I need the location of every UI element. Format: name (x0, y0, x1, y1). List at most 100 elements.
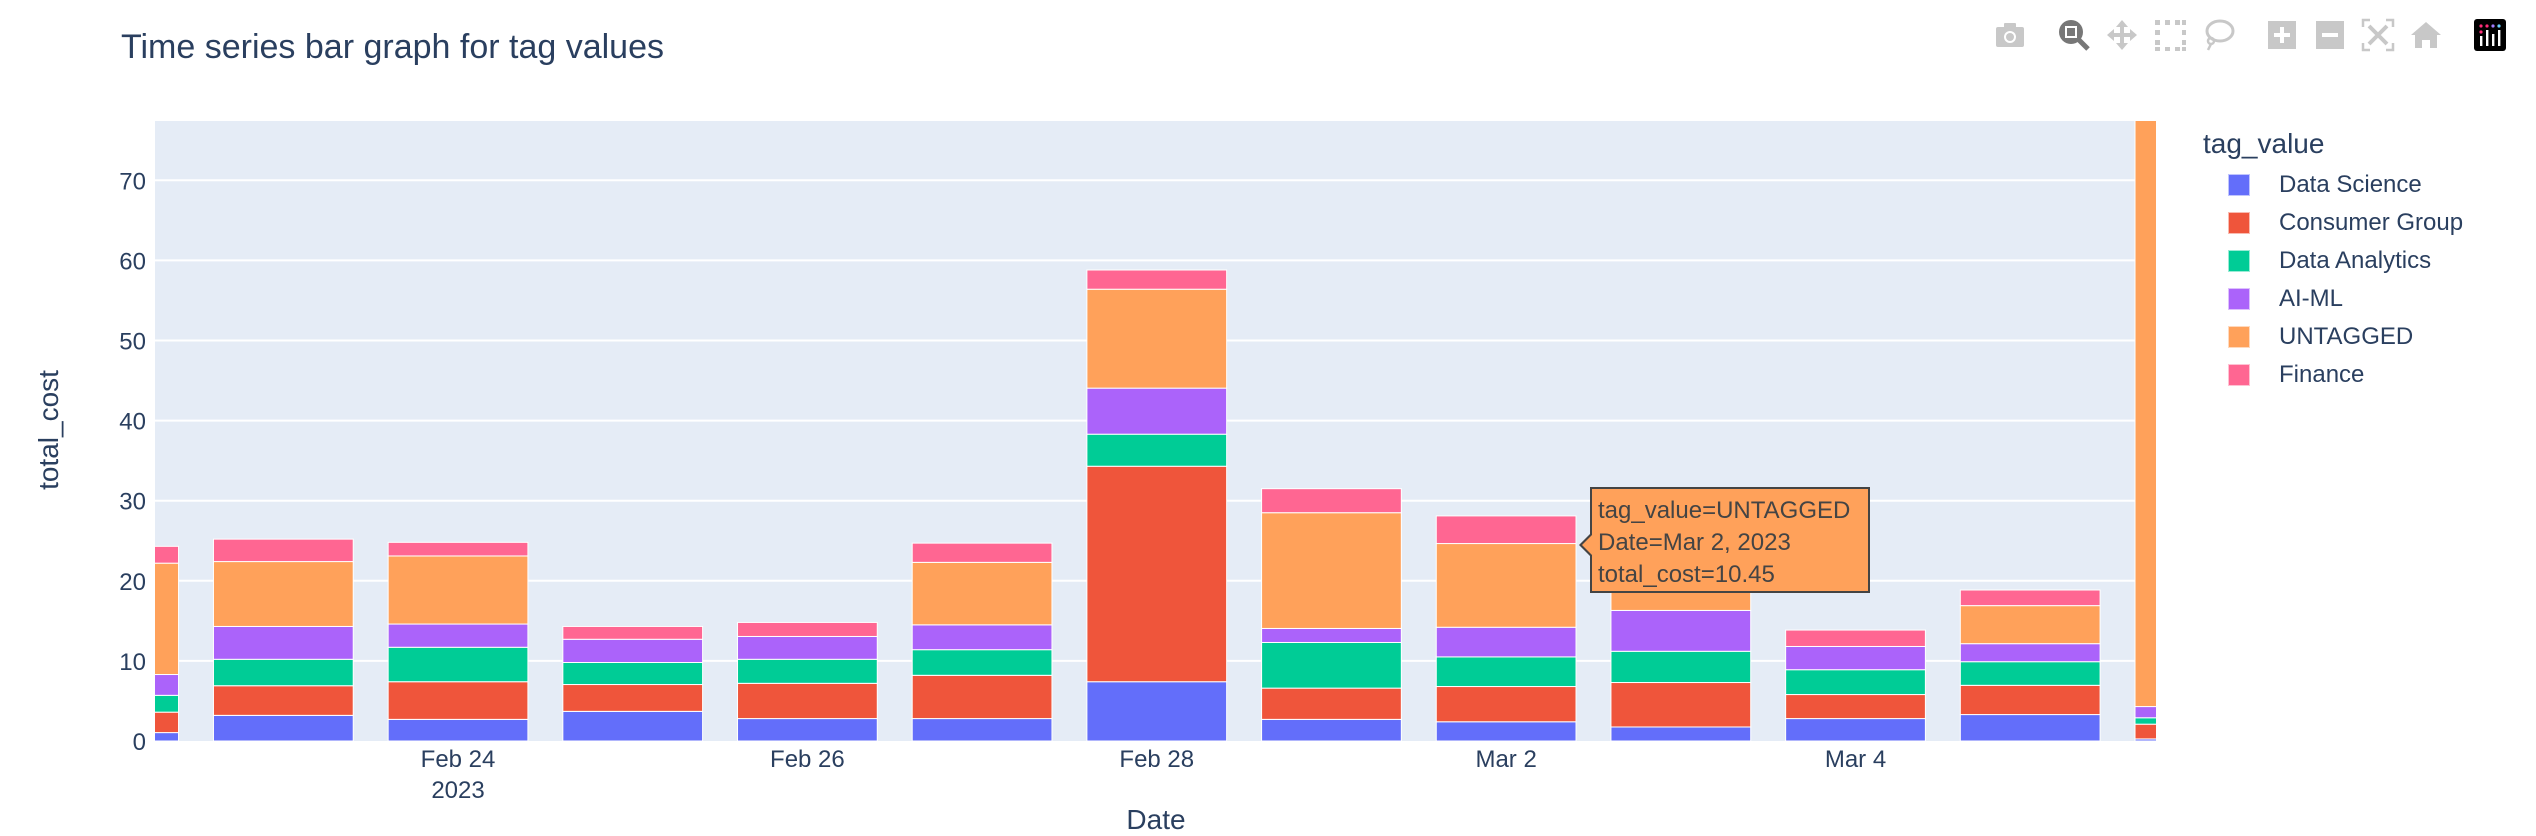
bar-segment-data-analytics[interactable] (2134, 717, 2275, 725)
bar-segment-ai-ml[interactable] (39, 674, 180, 696)
y-tick-label: 0 (133, 729, 146, 756)
bar-segment-data-science[interactable] (1610, 726, 1752, 741)
bar-segment-data-science[interactable] (1435, 721, 1577, 741)
legend-swatch (2228, 212, 2250, 234)
bar-segment-untagged[interactable] (212, 561, 354, 627)
legend-item-ai-ml[interactable]: AI-ML (2203, 280, 2463, 318)
bar-segment-data-science[interactable] (737, 718, 878, 741)
bar-segment-consumer-group[interactable] (1610, 682, 1752, 728)
y-axis-ticks: 0 10 20 30 40 50 60 70 (119, 168, 146, 756)
bar-segment-finance[interactable] (1435, 515, 1577, 545)
bar-segment-data-science[interactable] (212, 714, 354, 741)
bar-segment-ai-ml[interactable] (2134, 706, 2275, 719)
bar-segment-finance[interactable] (1959, 589, 2101, 607)
bar-segment-data-analytics[interactable] (39, 694, 180, 713)
bar-segment-untagged[interactable] (387, 555, 529, 625)
bar-segment-finance[interactable] (1785, 629, 1926, 647)
bar-segment-untagged[interactable] (1435, 543, 1577, 628)
bar-segment-consumer-group[interactable] (1785, 694, 1926, 720)
modebar (1990, 18, 2520, 54)
bar-segment-finance[interactable] (39, 545, 180, 564)
bar-segment-consumer-group[interactable] (387, 681, 529, 720)
bar-segment-ai-ml[interactable] (1959, 643, 2101, 663)
bar-segment-ai-ml[interactable] (737, 635, 878, 660)
bar-segment-data-analytics[interactable] (1261, 641, 1402, 689)
bar-segment-finance[interactable] (562, 625, 704, 640)
bar-segment-data-science[interactable] (1959, 714, 2101, 741)
bar-segment-data-analytics[interactable] (737, 658, 878, 684)
bar-segment-finance[interactable] (1086, 269, 1228, 290)
bar-segment-data-science[interactable] (1261, 718, 1402, 741)
bar-segment-untagged[interactable] (1261, 512, 1402, 629)
bar-segment-data-analytics[interactable] (1785, 669, 1926, 696)
camera-icon[interactable] (1993, 18, 2027, 52)
lasso-select-icon[interactable] (2201, 18, 2235, 52)
bar-segment-consumer-group[interactable] (212, 685, 354, 716)
bar-segment-ai-ml[interactable] (911, 624, 1053, 651)
legend-item-consumer-group[interactable]: Consumer Group (2203, 204, 2463, 242)
bar-segment-ai-ml[interactable] (1610, 609, 1752, 652)
box-select-icon[interactable] (2153, 18, 2187, 52)
pan-icon[interactable] (2105, 18, 2139, 52)
legend-item-data-science[interactable]: Data Science (2203, 166, 2463, 204)
bar-segment-finance[interactable] (911, 542, 1053, 563)
autoscale-icon[interactable] (2361, 18, 2395, 52)
bar-segment-untagged[interactable] (911, 561, 1053, 626)
reset-axes-icon[interactable] (2409, 18, 2443, 52)
bar-segment-data-analytics[interactable] (562, 661, 704, 686)
bar-segment-data-analytics[interactable] (387, 646, 529, 683)
bar-segment-untagged[interactable] (39, 562, 180, 676)
legend-item-data-analytics[interactable]: Data Analytics (2203, 242, 2463, 280)
hover-tooltip: tag_value=UNTAGGED Date=Mar 2, 2023 tota… (1579, 487, 1870, 593)
bar-segment-consumer-group[interactable] (1435, 686, 1577, 723)
bar-segment-finance[interactable] (212, 538, 354, 563)
bar-segment-data-analytics[interactable] (1435, 656, 1577, 688)
bar-segment-finance[interactable] (387, 541, 529, 557)
zoom-in-icon[interactable] (2265, 18, 2299, 52)
bar-segment-data-science[interactable] (911, 718, 1053, 741)
zoom-out-icon[interactable] (2313, 18, 2347, 52)
bar-segment-finance[interactable] (737, 621, 878, 637)
plotly-logo-icon[interactable] (2473, 18, 2507, 52)
bar-segment-ai-ml[interactable] (1086, 387, 1228, 435)
bar-segment-data-analytics[interactable] (911, 649, 1053, 676)
y-tick-label: 10 (119, 649, 146, 676)
legend-swatch (2228, 288, 2250, 310)
bar-segment-data-analytics[interactable] (1959, 661, 2101, 686)
legend-item-finance[interactable]: Finance (2203, 356, 2463, 394)
bar-segment-data-science[interactable] (387, 718, 529, 741)
bar-segment-ai-ml[interactable] (1435, 626, 1577, 658)
x-tick-label: Mar 4 (1825, 746, 1886, 773)
bar-segment-ai-ml[interactable] (1261, 627, 1402, 643)
x-tick-label: Feb 26 (770, 746, 845, 773)
bar-segment-data-analytics[interactable] (1086, 433, 1228, 467)
bar-segment-consumer-group[interactable] (1086, 465, 1228, 683)
bar-segment-consumer-group[interactable] (911, 674, 1053, 720)
bar-segment-consumer-group[interactable] (737, 682, 878, 720)
bar-segment-consumer-group[interactable] (2134, 723, 2275, 740)
bar-segment-consumer-group[interactable] (1261, 687, 1402, 720)
bar-segment-data-science[interactable] (2134, 738, 2275, 741)
y-tick-label: 50 (119, 328, 146, 355)
bar-segment-untagged[interactable] (1086, 288, 1228, 389)
bar-segment-untagged[interactable] (2134, 98, 2275, 708)
bar-segment-data-analytics[interactable] (1610, 650, 1752, 684)
bar-segment-ai-ml[interactable] (1785, 645, 1926, 671)
bar-segment-untagged[interactable] (1959, 605, 2101, 645)
bar-segment-finance[interactable] (1261, 488, 1402, 514)
bar-segment-data-science[interactable] (1785, 718, 1926, 741)
bar-segment-consumer-group[interactable] (1959, 684, 2101, 716)
zoom-icon[interactable] (2057, 18, 2091, 52)
bar-segment-ai-ml[interactable] (562, 638, 704, 663)
bar-segment-data-science[interactable] (562, 710, 704, 741)
bar-segment-data-science[interactable] (1086, 681, 1228, 741)
bar-segment-ai-ml[interactable] (212, 625, 354, 660)
chart-title: Time series bar graph for tag values (121, 28, 664, 66)
bar-segment-ai-ml[interactable] (387, 623, 529, 648)
bar-segment-consumer-group[interactable] (562, 684, 704, 712)
legend-item-untagged[interactable]: UNTAGGED (2203, 318, 2463, 356)
bar-segment-data-analytics[interactable] (212, 658, 354, 687)
x-axis-title: Date (1126, 804, 1185, 835)
bar-segment-consumer-group[interactable] (39, 711, 180, 734)
bar-segment-data-science[interactable] (39, 732, 180, 741)
